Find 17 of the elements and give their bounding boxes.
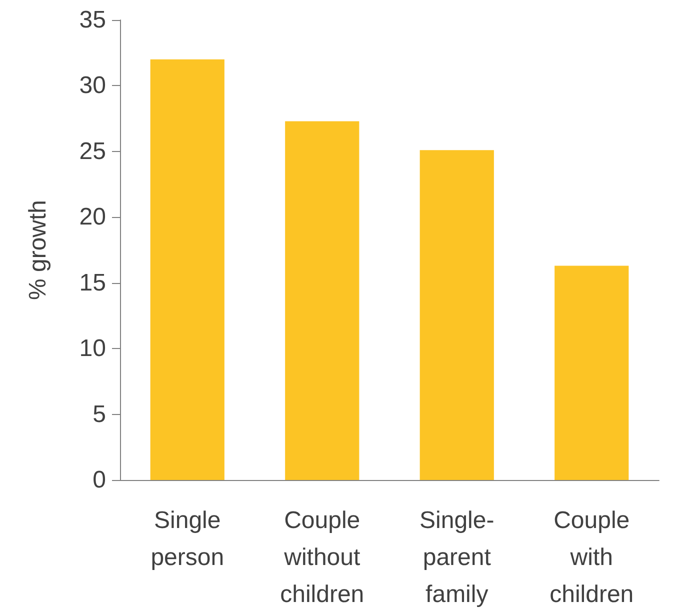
x-tick-label: Couple without children bbox=[280, 507, 364, 608]
y-axis-title: % growth bbox=[24, 200, 52, 300]
x-tick-label: Single- parent family bbox=[420, 507, 494, 608]
bar bbox=[420, 150, 494, 480]
bar bbox=[554, 266, 629, 480]
y-tick-label: 30 bbox=[79, 72, 106, 100]
y-tick-label: 25 bbox=[79, 138, 106, 165]
y-tick-label: 15 bbox=[79, 269, 106, 296]
y-tick-label: 0 bbox=[92, 466, 106, 494]
y-tick-label: 20 bbox=[79, 204, 106, 231]
y-tick-label: 5 bbox=[92, 400, 106, 428]
x-tick-label: Couple with children bbox=[550, 507, 634, 608]
bar bbox=[150, 59, 224, 480]
x-tick-label: Single person bbox=[150, 507, 224, 571]
bar bbox=[285, 121, 360, 480]
y-tick-label: 35 bbox=[79, 6, 106, 34]
y-tick-label: 10 bbox=[79, 335, 106, 362]
